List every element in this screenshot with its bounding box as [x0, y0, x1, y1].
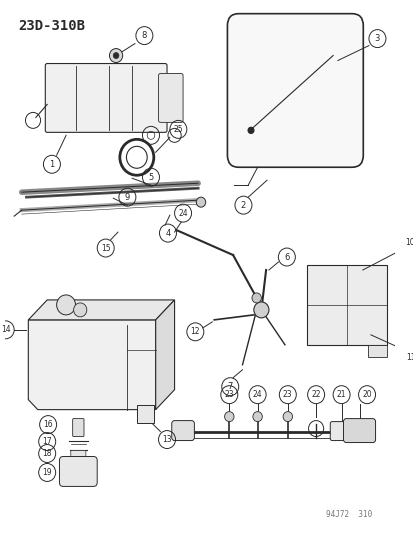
Text: 17: 17 [42, 437, 52, 446]
Text: 19: 19 [42, 468, 52, 477]
Text: 5: 5 [148, 173, 153, 182]
Text: 24: 24 [178, 208, 188, 217]
Circle shape [109, 49, 122, 62]
Text: 22: 22 [311, 390, 320, 399]
Text: 11: 11 [406, 353, 413, 362]
Text: 18: 18 [43, 449, 52, 458]
Text: 3: 3 [374, 34, 379, 43]
Text: 2: 2 [240, 200, 245, 209]
Circle shape [282, 411, 292, 422]
FancyBboxPatch shape [71, 450, 85, 457]
Circle shape [224, 411, 233, 422]
Text: 23D-310B: 23D-310B [18, 19, 85, 33]
Circle shape [57, 295, 75, 315]
Text: 7: 7 [227, 382, 233, 391]
Text: 12: 12 [190, 327, 199, 336]
FancyBboxPatch shape [330, 422, 352, 441]
Circle shape [253, 302, 268, 318]
Text: 15: 15 [101, 244, 110, 253]
FancyBboxPatch shape [367, 345, 386, 357]
FancyBboxPatch shape [227, 14, 363, 167]
Circle shape [74, 303, 87, 317]
Circle shape [196, 197, 205, 207]
FancyBboxPatch shape [45, 63, 166, 132]
Text: 24: 24 [252, 390, 262, 399]
Polygon shape [28, 300, 174, 320]
Text: 94J72  310: 94J72 310 [326, 510, 372, 519]
Text: 16: 16 [43, 420, 53, 429]
FancyBboxPatch shape [73, 418, 84, 437]
FancyBboxPatch shape [171, 421, 194, 441]
FancyBboxPatch shape [343, 418, 375, 442]
Text: 13: 13 [162, 435, 171, 444]
Circle shape [252, 411, 262, 422]
FancyBboxPatch shape [306, 265, 386, 345]
Polygon shape [28, 320, 155, 410]
Text: 6: 6 [283, 253, 289, 262]
Text: 1: 1 [49, 160, 55, 169]
Text: 4: 4 [165, 229, 170, 238]
Text: 23: 23 [282, 390, 292, 399]
Text: 21: 21 [336, 390, 346, 399]
Text: 14: 14 [1, 325, 10, 334]
Circle shape [113, 53, 119, 59]
Text: 25: 25 [173, 125, 183, 134]
Text: 23: 23 [224, 390, 234, 399]
Polygon shape [155, 300, 174, 410]
Text: 10: 10 [404, 238, 413, 247]
Text: 9: 9 [124, 193, 130, 201]
FancyBboxPatch shape [137, 405, 154, 423]
FancyBboxPatch shape [59, 456, 97, 487]
Text: 8: 8 [141, 31, 147, 40]
Circle shape [247, 127, 253, 133]
FancyBboxPatch shape [158, 74, 183, 123]
Circle shape [252, 293, 261, 303]
Text: 20: 20 [361, 390, 371, 399]
